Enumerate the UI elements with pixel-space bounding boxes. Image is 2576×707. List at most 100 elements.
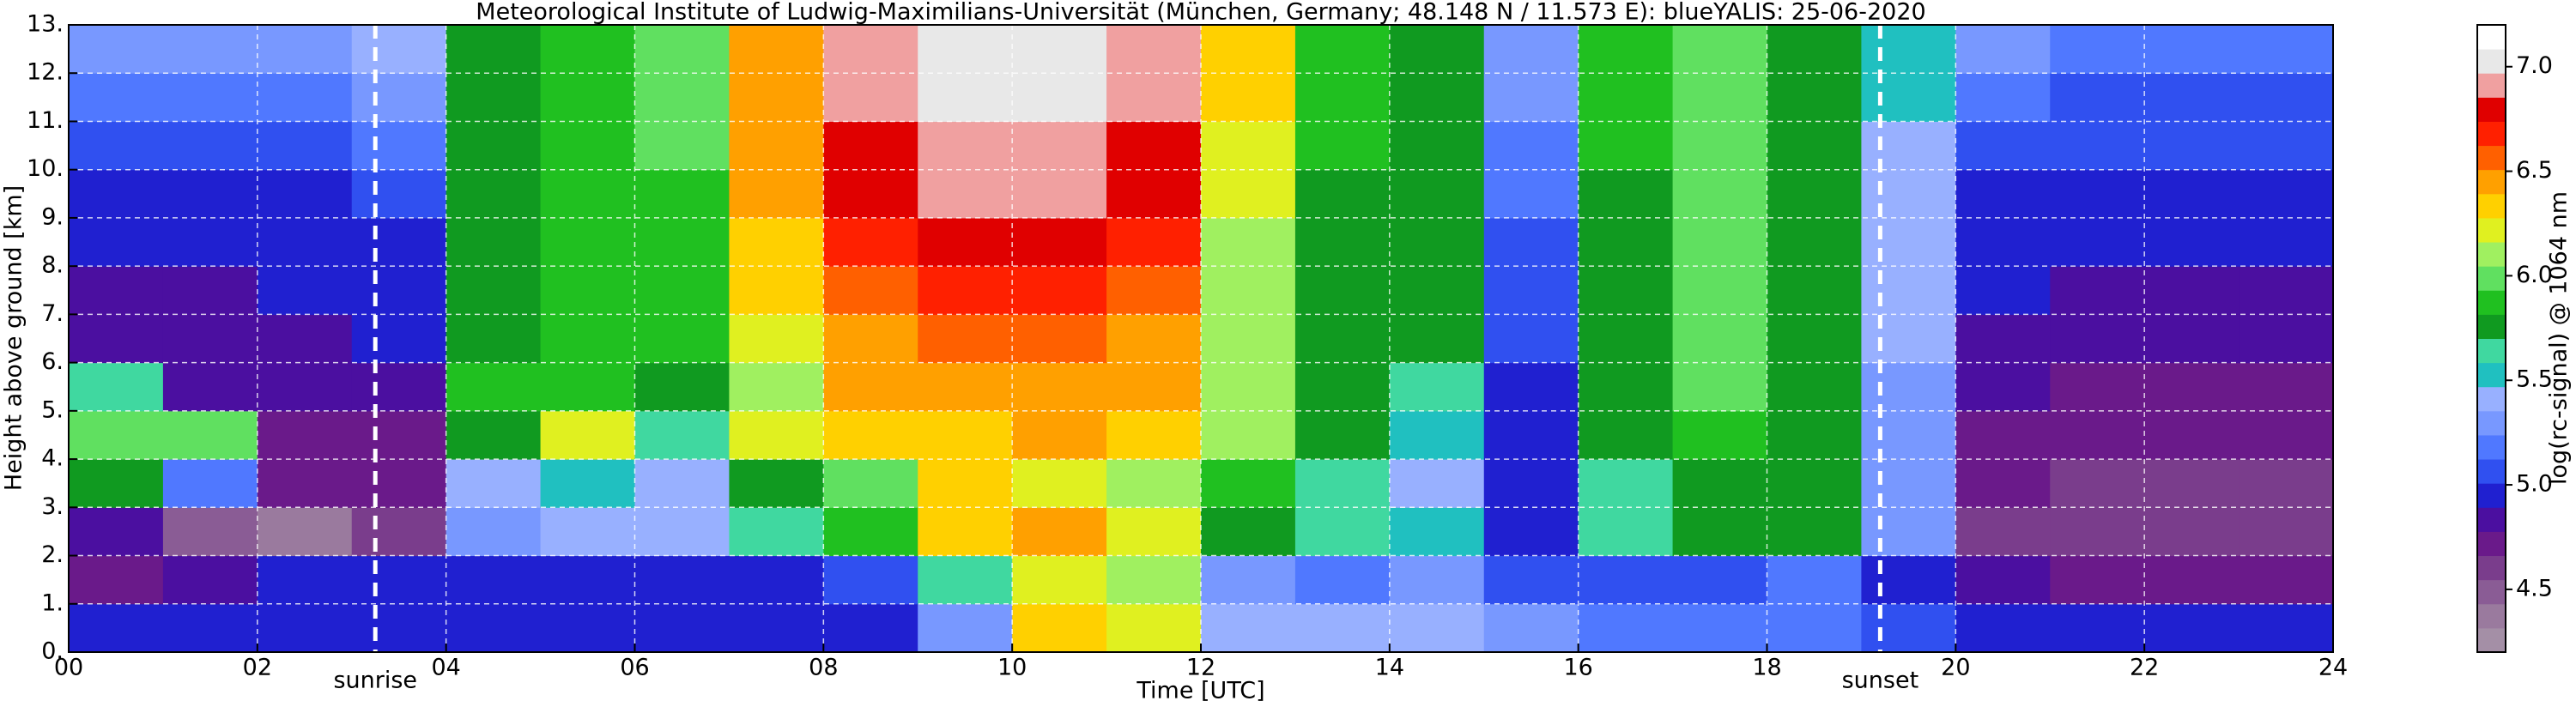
heatmap-cell xyxy=(445,555,542,605)
colorbar-segment xyxy=(2477,49,2506,74)
colorbar-segment xyxy=(2477,314,2506,339)
heatmap-cell xyxy=(1012,603,1107,653)
heatmap-cell xyxy=(729,555,824,605)
heatmap-cell xyxy=(69,314,164,364)
colorbar-segment xyxy=(2477,217,2506,243)
heatmap-cell xyxy=(1578,603,1674,653)
heatmap-cell xyxy=(351,73,447,122)
heatmap-cell xyxy=(2050,266,2145,315)
heatmap-cell xyxy=(257,507,353,557)
heatmap-cell xyxy=(1106,314,1202,364)
heatmap-cell xyxy=(540,507,635,557)
heatmap-cell xyxy=(1767,266,1862,315)
heatmap-cell xyxy=(257,266,353,315)
heatmap-cell xyxy=(1955,121,2051,171)
heatmap-cell xyxy=(445,266,542,315)
heatmap-cell xyxy=(823,507,918,557)
heatmap-cell xyxy=(2144,459,2240,508)
heatmap-cell xyxy=(540,169,635,219)
y-tick-label: 13. xyxy=(27,11,64,38)
heatmap-cell xyxy=(1389,266,1485,315)
heatmap-cell xyxy=(634,362,730,412)
heatmap-cell xyxy=(1012,217,1107,267)
heatmap-cell xyxy=(2144,362,2240,412)
heatmap-cell xyxy=(1294,25,1391,74)
colorbar-segment xyxy=(2477,627,2506,653)
heatmap-cell xyxy=(162,459,258,508)
heatmap-cell xyxy=(445,459,542,508)
heatmap-cell xyxy=(918,603,1013,653)
colorbar-segment xyxy=(2477,242,2506,267)
heatmap-cell xyxy=(1389,362,1485,412)
heatmap-cell xyxy=(1767,169,1862,219)
colorbar-segment xyxy=(2477,386,2506,412)
heatmap-cell xyxy=(1955,410,2051,460)
heatmap-cell xyxy=(823,314,918,364)
heatmap-cell xyxy=(1767,73,1862,122)
heatmap-cell xyxy=(162,217,258,267)
heatmap-cell xyxy=(729,169,824,219)
heatmap-cell xyxy=(162,314,258,364)
heatmap-cell xyxy=(1955,25,2051,74)
heatmap-cell xyxy=(729,25,824,74)
heatmap-cell xyxy=(823,121,918,171)
heatmap-cell xyxy=(918,266,1013,315)
heatmap-cell xyxy=(1201,459,1296,508)
heatmap-cell xyxy=(351,459,447,508)
heatmap-cell xyxy=(1294,555,1391,605)
heatmap-cell xyxy=(1294,266,1391,315)
x-tick-label: 18 xyxy=(1752,655,1781,681)
heatmap-cell xyxy=(1201,73,1296,122)
heatmap-cell xyxy=(634,217,730,267)
heatmap-cell xyxy=(162,25,258,74)
x-tick-label: 04 xyxy=(431,655,460,681)
heatmap-cell xyxy=(1294,73,1391,122)
colorbar-segment xyxy=(2477,169,2506,195)
heatmap-cell xyxy=(634,73,730,122)
heatmap-cell xyxy=(1012,25,1107,74)
heatmap-cell xyxy=(2050,603,2145,653)
heatmap-cell xyxy=(69,266,164,315)
heatmap-cell xyxy=(2144,410,2240,460)
y-tick-label: 11. xyxy=(27,107,64,134)
heatmap-cell xyxy=(2050,362,2145,412)
heatmap-cell xyxy=(1389,169,1485,219)
heatmap-cell xyxy=(445,507,542,557)
heatmap-cell xyxy=(918,25,1013,74)
heatmap-cell xyxy=(729,121,824,171)
x-tick-label: 20 xyxy=(1941,655,1970,681)
heatmap-cell xyxy=(1861,73,1956,122)
heatmap-cell xyxy=(634,410,730,460)
heatmap-cell xyxy=(918,314,1013,364)
heatmap-cell xyxy=(2050,169,2145,219)
heatmap-cell xyxy=(1483,603,1579,653)
heatmap-cell xyxy=(918,555,1013,605)
heatmap-cell xyxy=(634,603,730,653)
heatmap-cell xyxy=(1012,169,1107,219)
heatmap-cell xyxy=(445,25,542,74)
heatmap-cell xyxy=(823,603,918,653)
plot-frame xyxy=(68,24,2334,653)
x-tick-label: 00 xyxy=(54,655,83,681)
heatmap-cell xyxy=(162,603,258,653)
heatmap-cell xyxy=(69,603,164,653)
heatmap-cell xyxy=(1201,603,1296,653)
colorbar-segment xyxy=(2477,603,2506,629)
heatmap-cell xyxy=(162,266,258,315)
heatmap-cell xyxy=(1672,169,1767,219)
heatmap-cell xyxy=(540,121,635,171)
heatmap-cell xyxy=(1106,555,1202,605)
heatmap-cell xyxy=(1483,73,1579,122)
heatmap-cell xyxy=(729,362,824,412)
colorbar-frame xyxy=(2476,24,2506,653)
heatmap-cell xyxy=(540,555,635,605)
y-tick-label: 8. xyxy=(41,252,64,279)
heatmap-cell xyxy=(1483,555,1579,605)
heatmap-cell xyxy=(445,314,542,364)
colorbar-segment xyxy=(2477,483,2506,508)
colorbar-tick-label: 6.5 xyxy=(2516,157,2553,184)
heatmap-cell xyxy=(918,73,1013,122)
heatmap-cell xyxy=(1578,362,1674,412)
colorbar-segment xyxy=(2477,507,2506,532)
heatmap-cell xyxy=(2050,121,2145,171)
